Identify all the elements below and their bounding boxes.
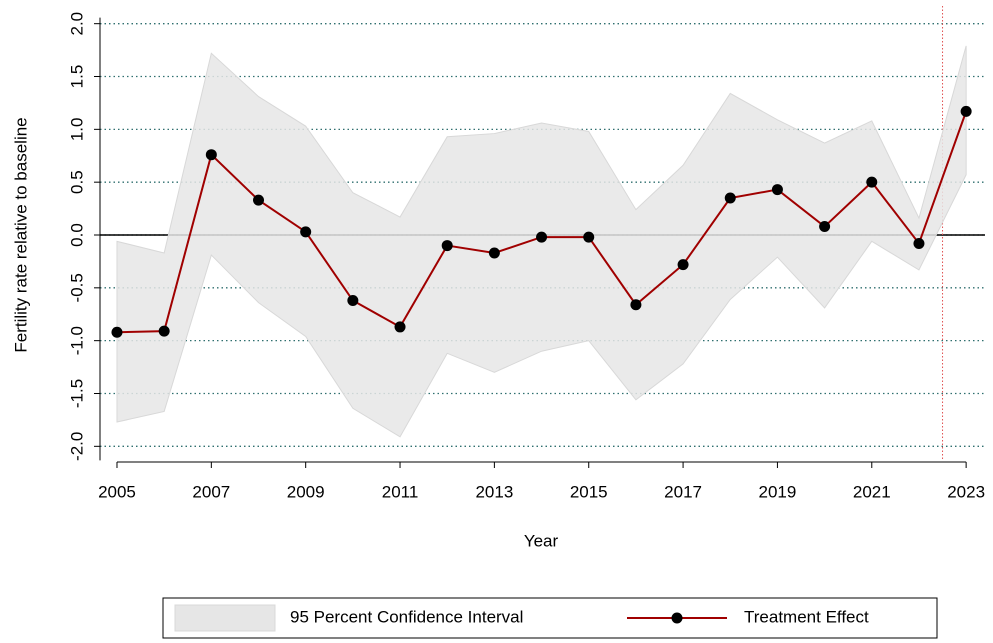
y-tick-label: 0.0	[67, 223, 86, 247]
x-tick-label: 2005	[98, 482, 136, 501]
point	[536, 231, 548, 243]
x-tick-label: 2015	[570, 482, 608, 501]
point	[441, 240, 453, 252]
legend-marker	[671, 612, 683, 624]
x-tick-label: 2019	[759, 482, 797, 501]
point	[583, 231, 595, 243]
x-tick-label: 2011	[382, 482, 419, 501]
y-tick-label: -0.5	[67, 273, 86, 302]
x-tick-label: 2013	[475, 482, 513, 501]
y-tick-label: 2.0	[67, 12, 86, 36]
legend-swatch	[174, 604, 276, 632]
point	[771, 184, 783, 196]
y-tick-label: 1.0	[67, 118, 86, 142]
y-axis-title: Fertility rate relative to baseline	[11, 117, 30, 352]
point	[205, 149, 217, 161]
point	[253, 194, 265, 206]
point	[488, 247, 500, 259]
legend-label: Treatment Effect	[744, 607, 869, 626]
y-tick-label: -1.0	[67, 326, 86, 355]
point	[111, 326, 123, 338]
point	[724, 192, 736, 204]
x-tick-label: 2007	[192, 482, 230, 501]
x-tick-label: 2023	[947, 482, 985, 501]
point	[677, 259, 689, 271]
y-tick-label: 1.5	[67, 65, 86, 89]
point	[913, 237, 925, 249]
legend-label: 95 Percent Confidence Interval	[290, 607, 523, 626]
point	[866, 176, 878, 188]
point	[960, 105, 972, 117]
y-tick-label: -1.5	[67, 379, 86, 408]
x-tick-label: 2017	[664, 482, 702, 501]
point	[630, 299, 642, 311]
point	[158, 325, 170, 337]
y-tick-label: 0.5	[67, 170, 86, 194]
point	[819, 221, 831, 233]
point	[394, 321, 406, 333]
x-tick-label: 2009	[287, 482, 325, 501]
x-tick-label: 2021	[853, 482, 891, 501]
point	[347, 295, 359, 307]
x-axis-title: Year	[524, 531, 559, 550]
point	[300, 226, 312, 238]
y-tick-label: -2.0	[67, 432, 86, 461]
legend-box	[162, 597, 938, 639]
